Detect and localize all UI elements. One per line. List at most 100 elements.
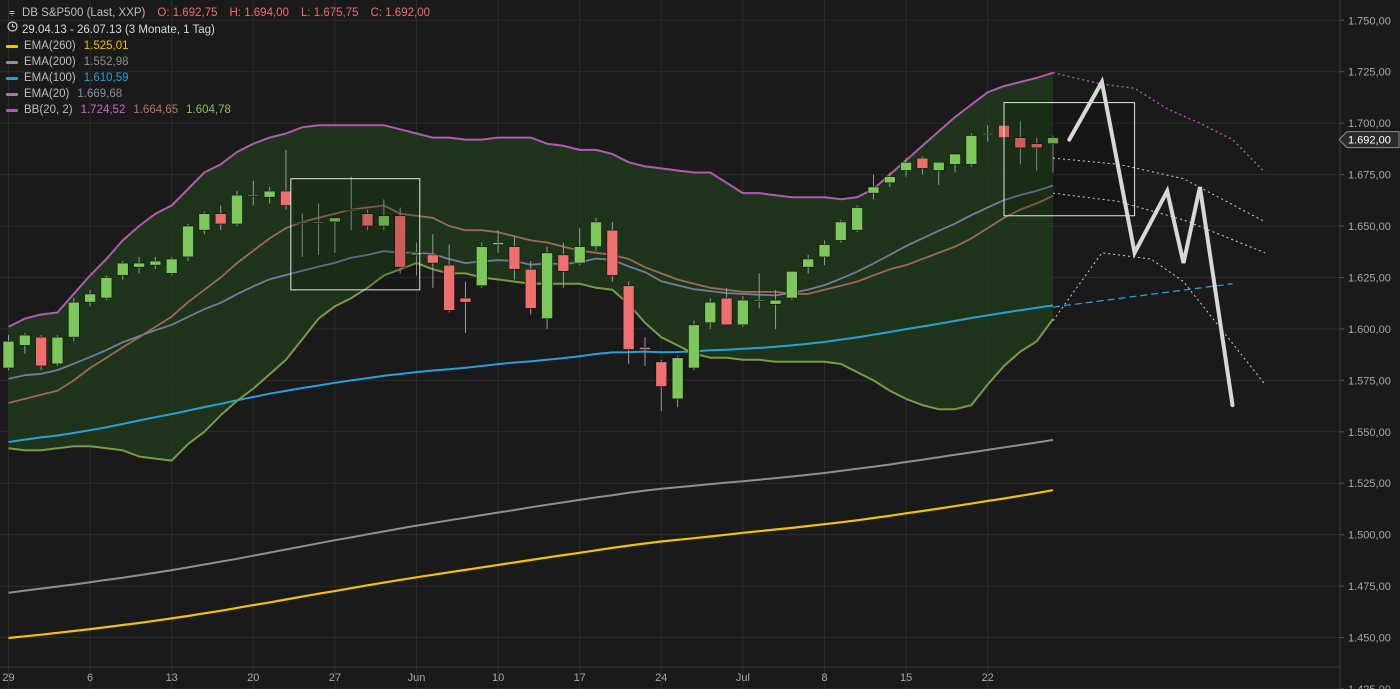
ema100-label: EMA(100)	[24, 72, 76, 84]
candle[interactable]	[900, 158, 912, 177]
candle-body	[198, 213, 211, 231]
x-tick-label: 24	[655, 672, 667, 684]
candle[interactable]	[769, 289, 782, 329]
y-tick-label: 1.500,00	[1348, 530, 1391, 542]
ema20-value: 1.669,68	[77, 88, 123, 100]
candle[interactable]	[671, 355, 684, 408]
candle[interactable]	[410, 242, 423, 276]
candle[interactable]	[492, 230, 504, 253]
candle[interactable]	[214, 205, 227, 231]
candle-body	[786, 271, 798, 299]
candle[interactable]	[639, 337, 651, 366]
candle[interactable]	[965, 133, 978, 167]
candle[interactable]	[443, 244, 455, 313]
ema200-swatch	[6, 60, 18, 64]
candle[interactable]	[280, 149, 292, 210]
candle[interactable]	[100, 275, 113, 301]
candle-body	[916, 157, 929, 169]
candle-body	[329, 217, 341, 223]
candle[interactable]	[851, 205, 863, 233]
legend-ema20[interactable]: EMA(20) 1.669,68	[6, 86, 430, 102]
candle[interactable]	[688, 320, 700, 371]
y-tick-label: 1.475,00	[1348, 581, 1391, 593]
candle-body	[639, 347, 651, 350]
candle[interactable]	[557, 242, 570, 288]
candle[interactable]	[867, 174, 880, 200]
candle[interactable]	[247, 180, 260, 206]
candle[interactable]	[1014, 121, 1027, 165]
candle[interactable]	[182, 223, 194, 262]
candle[interactable]	[541, 246, 553, 329]
candle[interactable]	[394, 207, 406, 274]
candle[interactable]	[916, 156, 929, 175]
candle[interactable]	[35, 335, 47, 371]
candle[interactable]	[949, 153, 961, 173]
candle[interactable]	[459, 281, 472, 334]
ema260-value: 1.525,01	[83, 40, 129, 52]
candle[interactable]	[802, 254, 814, 274]
candle[interactable]	[475, 242, 488, 288]
candle-body	[573, 246, 586, 264]
candle-body	[149, 260, 162, 266]
candle[interactable]	[361, 209, 374, 231]
candle[interactable]	[720, 287, 733, 326]
candle[interactable]	[2, 335, 15, 371]
candle-body	[410, 252, 423, 256]
candles[interactable]	[2, 121, 1059, 412]
candle[interactable]	[312, 203, 325, 255]
candle[interactable]	[116, 261, 129, 280]
candle-body	[590, 221, 602, 247]
candle[interactable]	[606, 221, 619, 282]
candle[interactable]	[427, 234, 439, 288]
candle[interactable]	[51, 335, 64, 366]
legend-ema200[interactable]: EMA(200) 1.552,98	[6, 54, 430, 70]
candle[interactable]	[508, 236, 521, 280]
y-tick-label: 1.525,00	[1348, 478, 1391, 490]
candle[interactable]	[84, 289, 96, 307]
candle-body	[133, 262, 145, 268]
candle[interactable]	[149, 256, 162, 270]
candle[interactable]	[133, 256, 145, 274]
candle-body	[949, 153, 961, 165]
candle[interactable]	[753, 273, 766, 309]
legend-ema100[interactable]: EMA(100) 1.610,59	[6, 70, 430, 86]
candle[interactable]	[19, 333, 31, 354]
candle[interactable]	[165, 256, 178, 276]
candle[interactable]	[737, 296, 749, 327]
candle[interactable]	[573, 228, 586, 266]
candle[interactable]	[67, 298, 80, 342]
y-tick-label: 1.600,00	[1348, 324, 1391, 336]
candle[interactable]	[818, 240, 831, 266]
x-tick-label: Jun	[408, 672, 426, 684]
candle[interactable]	[263, 186, 276, 204]
candle[interactable]	[704, 298, 717, 329]
candle[interactable]	[932, 161, 945, 185]
candle[interactable]	[345, 176, 358, 231]
candle-body	[835, 221, 847, 241]
candle[interactable]	[981, 125, 994, 142]
x-tick-label: 20	[247, 672, 259, 684]
candle[interactable]	[1030, 137, 1043, 171]
candle[interactable]	[835, 219, 847, 243]
candle[interactable]	[786, 271, 798, 301]
candle-body	[965, 135, 978, 165]
legend-bb[interactable]: BB(20, 2) 1.724,52 1.664,65 1.604,78	[6, 102, 430, 118]
candle[interactable]	[329, 217, 341, 253]
legend-ema260[interactable]: EMA(260) 1.525,01	[6, 38, 430, 54]
candle[interactable]	[883, 172, 896, 187]
candle[interactable]	[198, 211, 211, 235]
candle[interactable]	[524, 261, 537, 315]
candle-body	[704, 301, 717, 324]
candle[interactable]	[622, 281, 635, 364]
candle-body	[492, 242, 504, 245]
candle[interactable]	[590, 217, 602, 251]
candle[interactable]	[231, 191, 243, 227]
candle-body	[427, 254, 439, 264]
candle[interactable]	[655, 359, 668, 412]
bb-lower-value: 1.604,78	[186, 104, 231, 116]
candle[interactable]	[1047, 135, 1059, 173]
candle[interactable]	[296, 213, 309, 257]
candle[interactable]	[378, 199, 390, 231]
